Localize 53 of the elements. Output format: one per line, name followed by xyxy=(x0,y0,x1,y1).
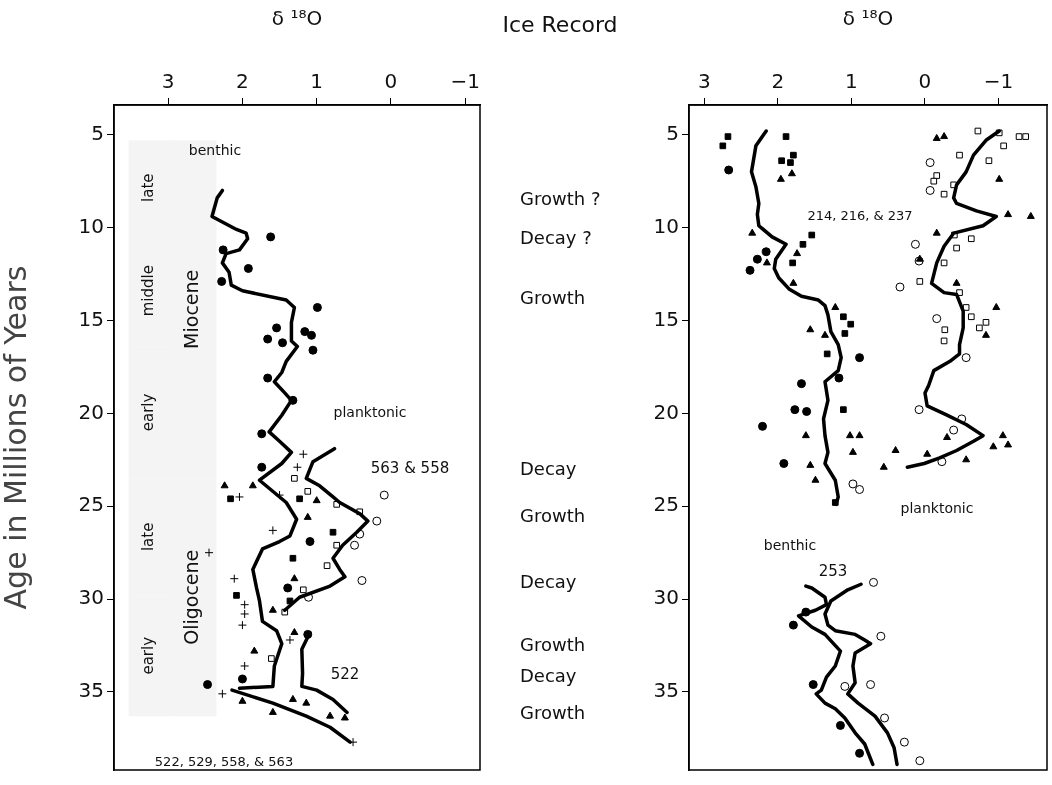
x-axis-title: δ ¹⁸O xyxy=(842,6,894,31)
text: Decay xyxy=(520,457,577,481)
band-label: Oligocene xyxy=(179,549,202,645)
text: Growth xyxy=(520,701,586,725)
annotation: 214, 216, & 237 xyxy=(807,207,913,225)
y-tick-label: 35 xyxy=(78,678,104,703)
text: Decay ? xyxy=(520,226,592,250)
band-label: late xyxy=(138,173,157,202)
y-tick-label: 10 xyxy=(78,213,104,238)
y-tick-label: 30 xyxy=(653,585,679,610)
annotation: benthic xyxy=(763,535,817,555)
annotation: 522, 529, 558, & 563 xyxy=(154,753,294,771)
y-tick-label: 10 xyxy=(653,213,679,238)
text: Ice Record xyxy=(502,10,618,39)
x-tick-label: 1 xyxy=(310,69,324,94)
x-tick-label: 2 xyxy=(236,69,249,94)
x-tick-label: −1 xyxy=(450,69,480,94)
text: Growth xyxy=(520,633,586,657)
annotation: 522 xyxy=(330,665,360,685)
text: Decay xyxy=(520,664,577,688)
annotation: 253 xyxy=(818,562,848,582)
x-tick-label: −1 xyxy=(983,69,1014,94)
x-tick-label: 3 xyxy=(698,69,711,94)
band-label: Miocene xyxy=(179,269,202,349)
x-tick-label: 0 xyxy=(384,69,398,94)
y-tick-label: 5 xyxy=(91,120,104,145)
y-tick-label: 20 xyxy=(78,399,104,424)
x-tick-label: 3 xyxy=(161,69,175,94)
y-tick-label: 15 xyxy=(653,306,679,331)
x-tick-label: 0 xyxy=(918,69,932,94)
y-tick-label: 20 xyxy=(653,399,679,424)
y-tick-label: 5 xyxy=(666,120,679,145)
x-axis-title: δ ¹⁸O xyxy=(271,6,323,31)
text: Growth ? xyxy=(520,187,601,211)
y-tick-label: 25 xyxy=(653,492,679,517)
text: Growth xyxy=(520,286,586,310)
y-tick-label: 15 xyxy=(78,306,104,331)
annotation: benthic xyxy=(188,140,242,160)
x-tick-label: 1 xyxy=(845,69,858,94)
band-label: late xyxy=(138,522,157,552)
y-tick-label: 35 xyxy=(653,678,679,703)
x-tick-label: 2 xyxy=(771,69,785,94)
y-tick-label: 30 xyxy=(78,585,104,610)
annotation: 563 & 558 xyxy=(370,459,450,479)
annotation: planktonic xyxy=(900,498,974,518)
band-label: early xyxy=(138,636,157,675)
band-label: middle xyxy=(138,265,157,317)
text: Decay xyxy=(520,570,577,594)
band-label: early xyxy=(138,393,157,432)
annotation: planktonic xyxy=(333,402,407,422)
text: Growth xyxy=(520,504,586,528)
y-axis-title: Age in Millions of Years xyxy=(0,265,33,610)
y-tick-label: 25 xyxy=(78,492,104,517)
